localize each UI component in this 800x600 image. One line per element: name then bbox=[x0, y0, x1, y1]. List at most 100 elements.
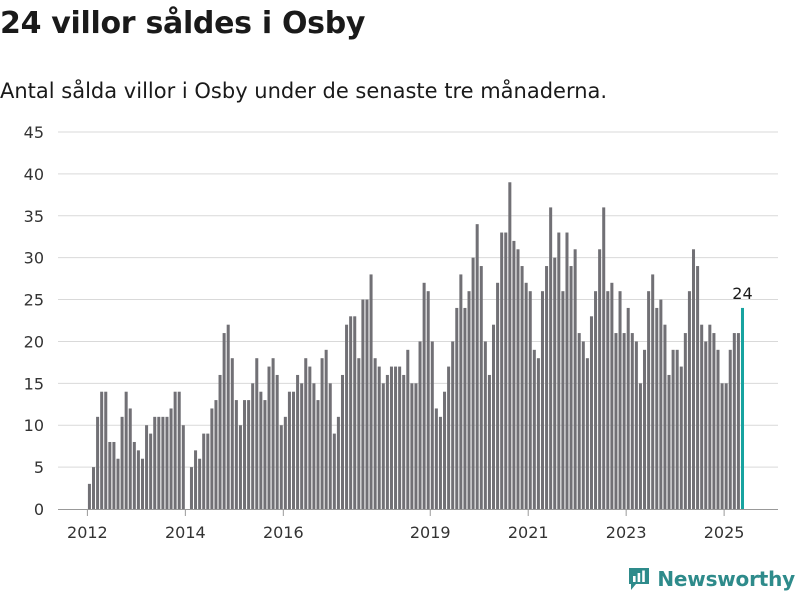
bar bbox=[153, 416, 157, 509]
bar bbox=[267, 366, 271, 509]
bar bbox=[545, 266, 549, 509]
bar bbox=[451, 341, 455, 509]
bar bbox=[438, 416, 442, 509]
bar bbox=[496, 282, 500, 509]
bar bbox=[324, 349, 328, 509]
y-tick-label: 20 bbox=[24, 332, 44, 351]
brand-logo[interactable]: Newsworthy bbox=[627, 564, 795, 594]
bar bbox=[214, 400, 218, 509]
bar bbox=[108, 441, 112, 509]
bar bbox=[528, 291, 532, 509]
bar bbox=[508, 182, 512, 509]
bar bbox=[459, 274, 463, 509]
bar bbox=[169, 408, 173, 509]
bar bbox=[540, 291, 544, 509]
bar bbox=[520, 266, 524, 509]
y-tick-label: 15 bbox=[24, 374, 44, 393]
x-tick-label: 2014 bbox=[165, 523, 206, 542]
bar bbox=[683, 333, 687, 509]
bar bbox=[345, 324, 349, 509]
bar bbox=[373, 358, 377, 509]
bar bbox=[426, 291, 430, 509]
bar bbox=[149, 433, 153, 509]
bar bbox=[463, 307, 467, 509]
bar bbox=[700, 324, 704, 509]
bar bbox=[189, 467, 193, 509]
bar bbox=[222, 333, 226, 509]
bar bbox=[553, 257, 557, 509]
bar bbox=[696, 266, 700, 509]
bar bbox=[275, 374, 279, 509]
bar bbox=[647, 291, 651, 509]
bar bbox=[712, 333, 716, 509]
bar bbox=[365, 299, 369, 509]
bar bbox=[471, 257, 475, 509]
bar bbox=[243, 400, 247, 509]
bar-highlight bbox=[740, 307, 744, 509]
bar bbox=[606, 291, 610, 509]
bar bbox=[296, 374, 300, 509]
bar bbox=[332, 433, 336, 509]
bar bbox=[634, 341, 638, 509]
y-tick-label: 10 bbox=[24, 416, 44, 435]
bar bbox=[467, 291, 471, 509]
y-tick-label: 45 bbox=[24, 123, 44, 142]
bar-value-label: 24 bbox=[732, 284, 752, 303]
bar bbox=[369, 274, 373, 509]
bar bbox=[667, 374, 671, 509]
bar bbox=[177, 391, 181, 509]
bar bbox=[675, 349, 679, 509]
bar bbox=[414, 383, 418, 509]
bar bbox=[87, 483, 91, 509]
bar bbox=[398, 366, 402, 509]
bar bbox=[157, 416, 161, 509]
bar bbox=[357, 358, 361, 509]
x-tick-label: 2023 bbox=[606, 523, 647, 542]
bar bbox=[736, 333, 740, 509]
bar bbox=[728, 349, 732, 509]
bar bbox=[198, 458, 202, 509]
bar bbox=[336, 416, 340, 509]
bar bbox=[263, 400, 267, 509]
bar bbox=[132, 441, 136, 509]
bar bbox=[618, 291, 622, 509]
bar bbox=[655, 307, 659, 509]
x-tick-label: 2021 bbox=[508, 523, 549, 542]
bar bbox=[598, 249, 602, 510]
bar bbox=[443, 391, 447, 509]
bar bbox=[165, 416, 169, 509]
bar bbox=[92, 467, 96, 509]
y-tick-label: 25 bbox=[24, 291, 44, 310]
bar bbox=[536, 358, 540, 509]
bar bbox=[573, 249, 577, 510]
bar bbox=[594, 291, 598, 509]
bar bbox=[512, 240, 516, 509]
bar bbox=[210, 408, 214, 509]
bar bbox=[708, 324, 712, 509]
bar bbox=[361, 299, 365, 509]
bar bbox=[626, 307, 630, 509]
bar bbox=[226, 324, 230, 509]
bar bbox=[161, 416, 165, 509]
bar bbox=[549, 207, 553, 509]
bar bbox=[622, 333, 626, 509]
bar bbox=[136, 450, 140, 509]
bar bbox=[504, 232, 508, 510]
bar bbox=[638, 383, 642, 509]
bar bbox=[377, 366, 381, 509]
bar bbox=[532, 349, 536, 509]
bar bbox=[487, 374, 491, 509]
bar bbox=[328, 383, 332, 509]
brand-name: Newsworthy bbox=[657, 567, 795, 591]
bar bbox=[316, 400, 320, 509]
bar bbox=[353, 316, 357, 509]
y-tick-label: 40 bbox=[24, 165, 44, 184]
bar bbox=[96, 416, 100, 509]
bar bbox=[100, 391, 104, 509]
bar bbox=[300, 383, 304, 509]
bar bbox=[194, 450, 198, 509]
bar bbox=[430, 341, 434, 509]
bar bbox=[630, 333, 634, 509]
bar bbox=[124, 391, 128, 509]
